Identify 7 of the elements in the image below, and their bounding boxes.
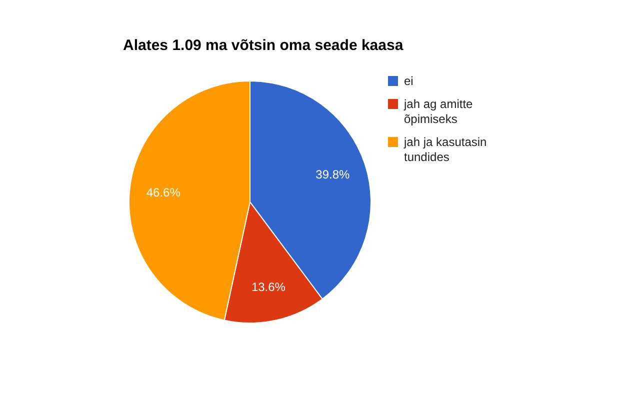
data-label: 39.8% — [316, 168, 350, 182]
data-label: 13.6% — [251, 280, 286, 294]
legend-label: jah ja kasutasin tundides — [404, 135, 488, 165]
data-label: 46.6% — [146, 186, 181, 200]
legend-label: jah ag amitte õpimiseks — [404, 97, 474, 127]
chart-title: Alates 1.09 ma võtsin oma seade kaasa — [123, 37, 404, 54]
legend-label: ei — [404, 74, 414, 89]
